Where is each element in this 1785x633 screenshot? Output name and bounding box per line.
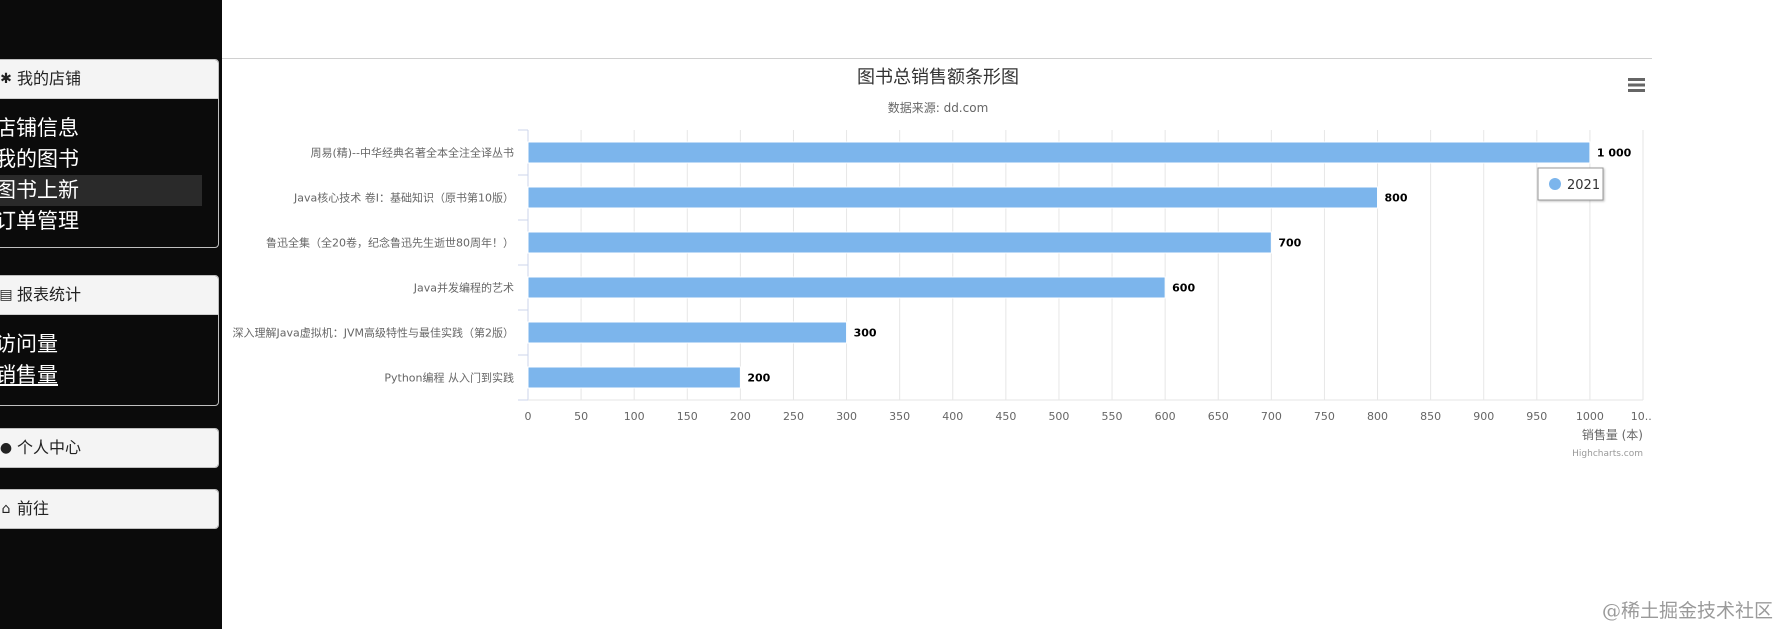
- x-tick-label: 300: [836, 410, 857, 423]
- x-tick-label: 50: [574, 410, 588, 423]
- content-divider: [222, 58, 1652, 59]
- x-tick-label: 900: [1473, 410, 1494, 423]
- report-icon: ▤: [0, 287, 13, 303]
- panel-title: 报表统计: [17, 285, 82, 304]
- value-axis-title: 销售量 (本): [1582, 427, 1643, 442]
- category-label: Python编程 从入门到实践: [384, 371, 514, 385]
- x-tick-label: 1000: [1576, 410, 1604, 423]
- bar-data-label: 300: [854, 327, 877, 340]
- bar-chart: 图书总销售额条形图 数据来源: dd.com 周易(精)--中华经典名著全本全注…: [222, 0, 1656, 629]
- menu-item-visits[interactable]: 访问量: [0, 332, 58, 356]
- x-tick-label: 550: [1102, 410, 1123, 423]
- category-label: 周易(精)--中华经典名著全本全注全译丛书: [310, 146, 514, 160]
- category-label: 鲁迅全集（全20卷，纪念鲁迅先生逝世80周年！）: [266, 236, 514, 250]
- panel-header-my-store[interactable]: ✱ 我的店铺: [0, 60, 218, 99]
- x-tick-label: 350: [889, 410, 910, 423]
- panel-title: 个人中心: [17, 438, 82, 457]
- menu-item-order-management[interactable]: 订单管理: [0, 209, 79, 233]
- x-tick-label: 450: [995, 410, 1016, 423]
- bar-data-label: 200: [747, 372, 770, 385]
- panel-goto: ⌂ 前往: [0, 489, 219, 529]
- x-tick-label: 800: [1367, 410, 1388, 423]
- panel-header-goto[interactable]: ⌂ 前往: [0, 490, 218, 528]
- bar[interactable]: [527, 186, 1379, 209]
- x-tick-label: 150: [677, 410, 698, 423]
- panel-header-personal-center[interactable]: ● 个人中心: [0, 429, 218, 467]
- bar[interactable]: [527, 141, 1591, 164]
- x-tick-label: 650: [1208, 410, 1229, 423]
- hamburger-icon[interactable]: [1625, 74, 1649, 96]
- panel-personal-center: ● 个人中心: [0, 428, 219, 468]
- category-label: Java核心技术 卷I：基础知识（原书第10版）: [293, 191, 514, 205]
- legend-box: [1537, 167, 1604, 201]
- chart-svg: 图书总销售额条形图 数据来源: dd.com 周易(精)--中华经典名著全本全注…: [233, 67, 1656, 459]
- sidebar: ✱ 我的店铺 店铺信息 我的图书 图书上新 订单管理 ▤ 报表统计 访问量 销售…: [0, 0, 222, 629]
- category-label: 深入理解Java虚拟机：JVM高级特性与最佳实践（第2版）: [233, 326, 515, 340]
- legend[interactable]: 2021: [1537, 167, 1604, 201]
- x-tick-label: 100: [624, 410, 645, 423]
- chart-subtitle: 数据来源: dd.com: [888, 100, 989, 115]
- x-tick-label: 400: [942, 410, 963, 423]
- x-tick-label: 200: [730, 410, 751, 423]
- panel-my-store: ✱ 我的店铺 店铺信息 我的图书 图书上新 订单管理: [0, 59, 219, 248]
- menu-item-my-books[interactable]: 我的图书: [0, 147, 79, 171]
- legend-marker: [1549, 178, 1561, 190]
- x-tick-label: 600: [1155, 410, 1176, 423]
- gear-icon: ✱: [0, 71, 12, 87]
- x-tick-label: 250: [783, 410, 804, 423]
- chart-credit[interactable]: Highcharts.com: [1572, 449, 1643, 459]
- panel-title: 我的店铺: [17, 69, 82, 88]
- x-tick-label: 850: [1420, 410, 1441, 423]
- chart-title: 图书总销售额条形图: [857, 67, 1019, 88]
- x-tick-label: 10...: [1631, 410, 1652, 423]
- chart-bars: 1 000 800 700 600 300 200: [527, 141, 1632, 389]
- menu-item-store-info[interactable]: 店铺信息: [0, 116, 79, 140]
- x-tick-label: 750: [1314, 410, 1335, 423]
- bar-data-label: 1 000: [1597, 147, 1632, 160]
- menu-item-sales[interactable]: 销售量: [0, 363, 58, 387]
- bar[interactable]: [527, 231, 1272, 254]
- x-tick-label: 0: [525, 410, 532, 423]
- home-icon: ⌂: [1, 501, 11, 517]
- menu-item-new-books[interactable]: 图书上新: [0, 175, 202, 206]
- bar-data-label: 700: [1278, 237, 1301, 250]
- panel-reports: ▤ 报表统计 访问量 销售量: [0, 275, 219, 406]
- panel-header-reports[interactable]: ▤ 报表统计: [0, 276, 218, 315]
- bar[interactable]: [527, 366, 741, 389]
- value-axis: 0 50 100 150 200 250 300 350 400 450 500 550 600 650 7…: [525, 399, 1655, 423]
- chart-grid: [527, 130, 1644, 400]
- bar[interactable]: [527, 276, 1166, 299]
- bar[interactable]: [527, 321, 848, 344]
- panel-title: 前往: [17, 499, 50, 518]
- bar-data-label: 800: [1385, 192, 1408, 205]
- watermark-text: @稀土掘金技术社区: [1601, 600, 1773, 622]
- x-tick-label: 500: [1048, 410, 1069, 423]
- user-icon: ●: [0, 440, 13, 456]
- x-tick-label: 700: [1261, 410, 1282, 423]
- bar-data-label: 600: [1172, 282, 1195, 295]
- x-tick-label: 950: [1526, 410, 1547, 423]
- legend-item-label[interactable]: 2021: [1567, 178, 1600, 193]
- category-axis: 周易(精)--中华经典名著全本全注全译丛书 Java核心技术 卷I：基础知识（原书…: [233, 129, 529, 401]
- category-label: Java并发编程的艺术: [413, 281, 514, 295]
